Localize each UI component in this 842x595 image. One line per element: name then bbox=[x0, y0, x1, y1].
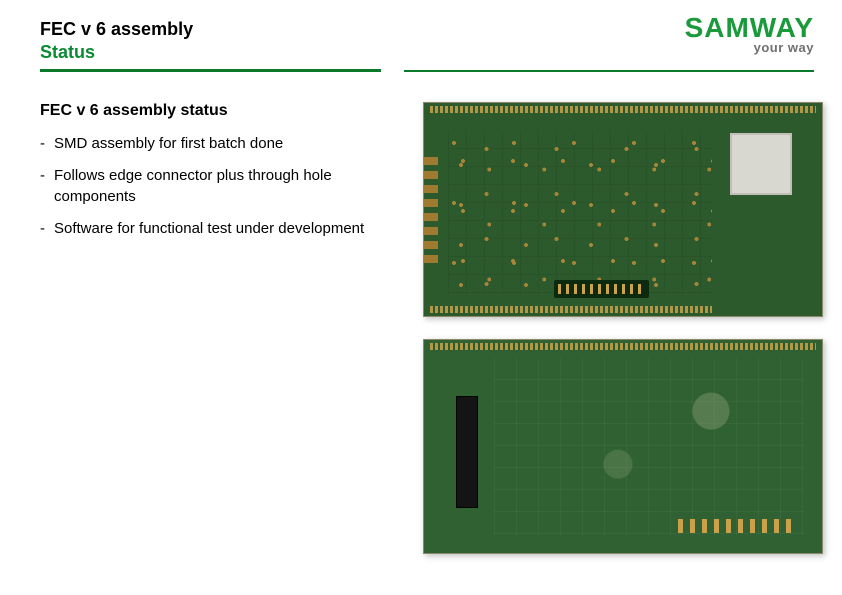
via-pads-icon bbox=[678, 519, 798, 533]
edge-connector-icon bbox=[430, 106, 816, 113]
bullet-item: - Software for functional test under dev… bbox=[40, 219, 405, 239]
fpga-chip-icon bbox=[730, 133, 792, 195]
slide-subtitle: Status bbox=[40, 41, 193, 64]
title-block: FEC v 6 assembly Status bbox=[40, 18, 193, 63]
brand-logo: SAMWAY your way bbox=[685, 14, 814, 55]
bullet-dash-icon: - bbox=[40, 134, 54, 154]
pcb-traces-icon bbox=[494, 358, 804, 535]
bullet-dash-icon: - bbox=[40, 219, 54, 239]
bullet-text: Follows edge connector plus through hole… bbox=[54, 166, 405, 207]
section-title: FEC v 6 assembly status bbox=[40, 102, 405, 120]
text-column: FEC v 6 assembly status - SMD assembly f… bbox=[40, 102, 405, 554]
edge-connector-icon bbox=[430, 343, 816, 350]
bullet-dash-icon: - bbox=[40, 166, 54, 207]
edge-connector-icon bbox=[430, 306, 712, 313]
bullet-item: - Follows edge connector plus through ho… bbox=[40, 166, 405, 207]
pcb-photo-top bbox=[423, 102, 823, 317]
backplane-connector-icon bbox=[456, 396, 478, 508]
image-column bbox=[423, 102, 823, 554]
bullet-text: Software for functional test under devel… bbox=[54, 219, 364, 239]
pin-header-icon bbox=[554, 280, 649, 298]
brand-name: SAMWAY bbox=[685, 14, 814, 42]
slide-body: FEC v 6 assembly status - SMD assembly f… bbox=[0, 72, 842, 554]
pcb-photo-bottom bbox=[423, 339, 823, 554]
bullet-text: SMD assembly for first batch done bbox=[54, 134, 283, 154]
side-connector-icon bbox=[424, 153, 438, 263]
smd-components-icon bbox=[448, 131, 712, 294]
slide-header: FEC v 6 assembly Status SAMWAY your way bbox=[0, 0, 842, 63]
bullet-item: - SMD assembly for first batch done bbox=[40, 134, 405, 154]
slide-title: FEC v 6 assembly bbox=[40, 18, 193, 41]
